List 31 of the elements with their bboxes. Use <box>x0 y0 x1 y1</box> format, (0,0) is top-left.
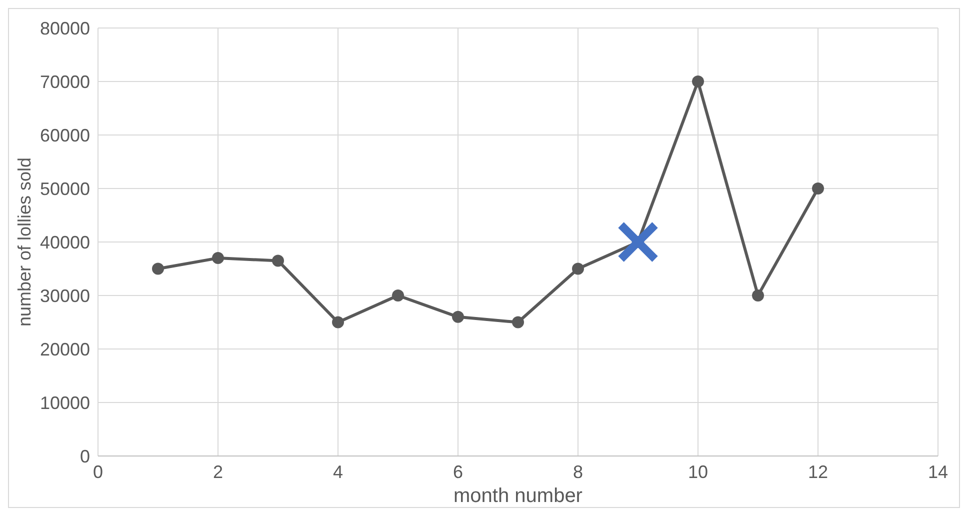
point <box>212 252 224 264</box>
y-tick-label: 20000 <box>40 339 90 360</box>
point <box>332 316 344 328</box>
y-tick-label: 40000 <box>40 232 90 252</box>
x-tick-label: 8 <box>572 462 584 482</box>
x-tick-label: 0 <box>92 462 104 482</box>
x-tick-label: 6 <box>452 462 464 482</box>
y-tick-label: 30000 <box>40 286 90 306</box>
point <box>692 76 704 88</box>
y-tick-label: 0 <box>80 446 90 466</box>
point <box>512 316 524 328</box>
point <box>152 262 164 275</box>
y-tick-label: 50000 <box>40 178 90 199</box>
x-tick-label: 14 <box>928 462 948 482</box>
y-axis-title: number of lollies sold <box>14 157 34 327</box>
x-tick-label: 12 <box>808 462 828 482</box>
y-tick-label: 80000 <box>40 18 90 38</box>
y-tick-label: 60000 <box>40 125 90 146</box>
y-tick-label: 10000 <box>40 392 90 413</box>
point <box>572 262 584 275</box>
point <box>272 254 284 267</box>
y-tick-label: 70000 <box>40 72 90 92</box>
point <box>392 290 404 302</box>
x-tick-label: 10 <box>688 462 708 482</box>
x-axis-title: month number <box>454 485 583 507</box>
point <box>452 310 464 323</box>
x-tick-label: 2 <box>212 462 224 482</box>
point <box>812 182 824 194</box>
point <box>617 221 659 263</box>
point <box>752 290 764 302</box>
x-tick-label: 4 <box>332 462 344 482</box>
